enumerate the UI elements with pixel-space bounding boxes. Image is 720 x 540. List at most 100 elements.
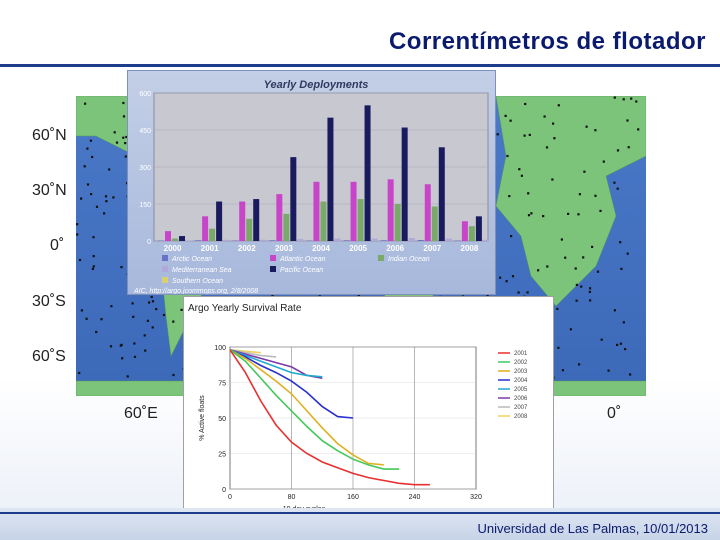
float-dot [511, 275, 515, 278]
float-dot [148, 301, 151, 304]
float-dot [596, 270, 600, 273]
survival-chart: Argo Yearly Survival Rate 0 25 50 75 100 0 80 16… [188, 303, 528, 520]
survival-ytick-label: 100 [214, 345, 226, 352]
float-dot [357, 294, 360, 297]
float-dot [92, 236, 95, 239]
deployments-bar [417, 240, 424, 241]
deployments-legend-label: Arctic Ocean [171, 256, 212, 263]
lat-label-60s: 60˚S [32, 348, 66, 365]
float-dot [150, 295, 153, 299]
float-dot [92, 255, 95, 258]
float-dot [504, 114, 507, 117]
float-dot [582, 256, 585, 259]
float-dot [602, 160, 605, 163]
float-dot [577, 213, 580, 216]
survival-ytick-label: 25 [218, 452, 226, 459]
float-dot [126, 375, 129, 378]
float-dot [110, 305, 113, 308]
deployments-ytick-label: 450 [139, 128, 151, 135]
deployments-bar [283, 213, 290, 241]
float-dot [583, 170, 586, 173]
float-dot [543, 115, 546, 118]
deployments-bar [202, 216, 209, 241]
survival-chart-panel: Argo Yearly Survival Rate 0 25 50 75 100 0 80 16… [183, 296, 554, 522]
float-dot [560, 238, 563, 241]
deployments-xtick-label: 2008 [461, 244, 479, 253]
deployments-xtick-label: 2007 [423, 244, 441, 253]
deployments-bar [343, 240, 350, 241]
deployments-bar [195, 240, 202, 241]
float-dot [505, 280, 508, 283]
deployments-bar [209, 228, 216, 241]
deployments-bar [276, 194, 283, 241]
float-dot [151, 300, 155, 303]
float-dot [546, 265, 549, 268]
float-dot [616, 187, 619, 190]
land-europe-africa [495, 96, 646, 307]
lon-label-60e: 60˚E [124, 405, 158, 422]
float-dot [78, 371, 81, 375]
survival-ytick-label: 50 [218, 416, 226, 423]
survival-ytick-label: 0 [222, 487, 226, 494]
float-dot [125, 135, 128, 139]
survival-xtick-label: 320 [470, 494, 482, 501]
float-dot [84, 102, 87, 105]
float-dot [80, 309, 83, 312]
float-dot [556, 307, 559, 310]
float-dot [616, 343, 619, 346]
float-dot [518, 168, 521, 171]
float-dot [589, 287, 592, 290]
deployments-xtick-label: 2006 [386, 244, 404, 253]
deployments-legend-swatch [162, 266, 168, 272]
float-dot [146, 319, 149, 322]
footer-line [0, 512, 720, 514]
float-dot [119, 344, 122, 347]
lat-label-30s: 30˚S [32, 293, 66, 310]
float-dot [567, 212, 570, 215]
float-dot [115, 141, 119, 144]
float-dot [578, 363, 581, 366]
survival-legend-label: 2004 [514, 378, 528, 384]
deployments-bar [269, 240, 276, 241]
deployments-xtick-label: 2002 [238, 244, 256, 253]
survival-series-line [229, 349, 384, 466]
deployments-xtick-label: 2000 [164, 244, 182, 253]
deployments-legend-label: Mediterranean Sea [172, 267, 232, 274]
deployments-bar [179, 236, 185, 241]
deployments-xtick-label: 2005 [349, 244, 367, 253]
lon-label-0: 0˚ [607, 405, 622, 422]
survival-title: Argo Yearly Survival Rate [188, 303, 302, 314]
survival-xtick-label: 160 [347, 494, 359, 501]
float-dot [132, 315, 135, 318]
deployments-ytick-label: 600 [139, 91, 151, 98]
float-dot [508, 195, 511, 198]
float-dot [517, 291, 520, 294]
deployments-ytick-label: 150 [139, 202, 151, 209]
float-dot [80, 197, 83, 200]
deployments-bar [461, 221, 468, 241]
float-dot [578, 193, 581, 196]
deployments-legend-swatch [270, 255, 276, 261]
float-dot [133, 342, 136, 345]
float-dot [499, 276, 502, 279]
slide-title: Correntímetros de flotador [388, 28, 706, 55]
float-dot [95, 205, 99, 208]
deployments-bar [380, 240, 387, 241]
deployments-bar [327, 117, 334, 241]
deployments-xtick-label: 2003 [275, 244, 293, 253]
deployments-legend-swatch [270, 266, 276, 272]
float-dot [613, 96, 616, 99]
float-dot [91, 155, 94, 159]
float-dot [600, 338, 603, 341]
deployments-bar [172, 238, 178, 241]
deployments-bar [216, 201, 223, 241]
float-dot [613, 181, 616, 184]
deployments-bar [350, 181, 357, 241]
deployments-bar [364, 105, 371, 241]
float-dot [131, 302, 134, 305]
survival-ytick-label: 75 [218, 381, 226, 388]
survival-legend-label: 2008 [514, 414, 528, 420]
float-dot [557, 346, 560, 349]
float-dot [523, 134, 526, 137]
float-dot [580, 285, 583, 288]
